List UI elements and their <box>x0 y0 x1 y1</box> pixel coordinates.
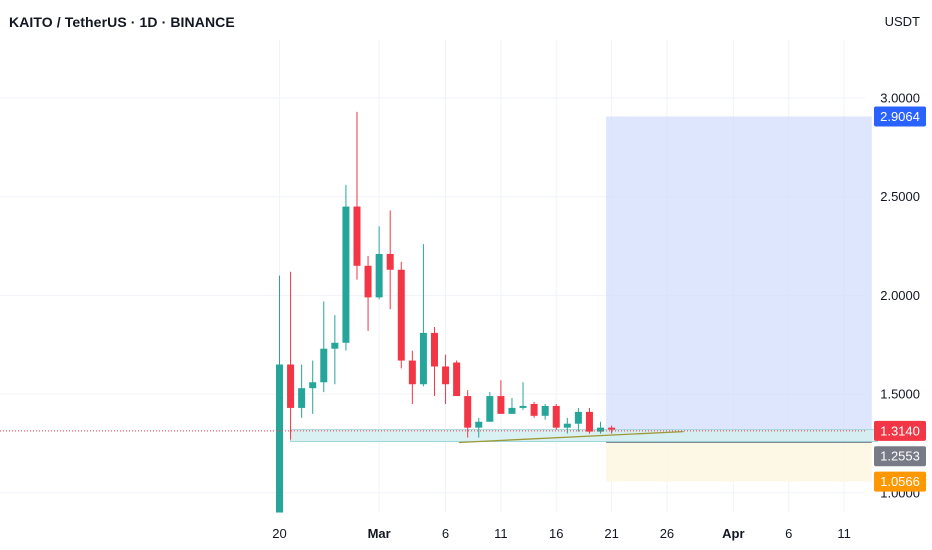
candle-body <box>309 382 317 389</box>
y-tick-label: 3.0000 <box>880 91 920 106</box>
candle <box>276 275 283 513</box>
candle <box>320 301 328 393</box>
candle-body <box>497 396 505 414</box>
candle-body <box>597 427 605 432</box>
candle-body <box>287 364 295 408</box>
candle <box>375 226 383 300</box>
candle <box>287 271 295 440</box>
candle <box>397 261 405 369</box>
current-price-tag-bg <box>874 420 926 441</box>
x-tick-label: 16 <box>549 526 563 541</box>
candle <box>453 360 461 397</box>
x-tick-label: 21 <box>604 526 618 541</box>
candle-body <box>364 265 372 298</box>
candle <box>552 403 560 430</box>
candle <box>430 326 438 397</box>
candle <box>519 382 527 410</box>
x-tick-label: Apr <box>722 526 744 541</box>
candle <box>508 398 516 414</box>
stop-price-tag-bg <box>874 471 926 492</box>
y-tick-label: 1.5000 <box>880 387 920 402</box>
target-price-tag: 2.9064 <box>880 109 920 124</box>
x-tick-label: 11 <box>494 526 508 541</box>
x-tick-label: 26 <box>660 526 674 541</box>
candle-body <box>508 407 516 414</box>
chart-title: KAITO / TetherUS · 1D · BINANCE <box>9 14 235 30</box>
candle-body <box>408 360 416 385</box>
candle <box>298 364 306 418</box>
candle <box>386 210 394 310</box>
y-tick-label: 2.5000 <box>880 189 920 204</box>
candle-body <box>375 253 383 298</box>
candle <box>475 417 483 438</box>
candle-body <box>353 206 361 266</box>
annotations <box>0 430 872 444</box>
candle-body <box>320 348 328 383</box>
candle-body <box>298 388 306 408</box>
candle-body <box>442 366 450 385</box>
candle <box>419 244 427 387</box>
candle-body <box>486 396 494 422</box>
candle-body <box>430 332 438 367</box>
candle-body <box>419 332 427 385</box>
candle <box>442 354 450 404</box>
price-tags: 2.9064 1.3140 1.2553 1.0566 <box>874 106 926 492</box>
candle-body <box>519 405 527 408</box>
stop-price-tag: 1.0566 <box>880 474 920 489</box>
candle <box>364 255 372 331</box>
candle-body <box>585 411 593 432</box>
candle-body <box>386 253 394 270</box>
candle <box>530 401 538 418</box>
candle-body <box>464 396 472 428</box>
candle <box>309 360 317 414</box>
x-tick-label: 11 <box>837 526 851 541</box>
candle-body <box>331 342 339 349</box>
candle-body <box>475 421 483 428</box>
candle-body <box>276 364 283 513</box>
candle <box>342 184 350 351</box>
candle <box>541 403 549 420</box>
x-tick-label: 20 <box>272 526 286 541</box>
current-price-tag: 1.3140 <box>880 423 920 438</box>
candle-body <box>563 423 571 428</box>
candle-body <box>574 411 582 424</box>
candle <box>331 315 339 385</box>
x-tick-label: 6 <box>785 526 792 541</box>
candle <box>597 421 605 434</box>
position-zones[interactable] <box>290 116 878 482</box>
candle <box>608 425 616 434</box>
candle-body <box>530 403 538 416</box>
candle <box>353 111 361 280</box>
candle-body <box>342 206 350 343</box>
candle-body <box>552 405 560 428</box>
candles <box>276 111 616 513</box>
support-box <box>290 429 878 442</box>
target-price-tag-bg <box>874 106 926 127</box>
candle-body <box>541 405 549 416</box>
support-trendline <box>458 430 684 444</box>
y-tick-label: 2.0000 <box>880 288 920 303</box>
candle-body <box>608 427 616 430</box>
candle <box>497 380 505 414</box>
candle <box>464 390 472 438</box>
x-tick-label: Mar <box>368 526 391 541</box>
entry-price-tag-bg <box>874 446 926 467</box>
candle <box>408 350 416 404</box>
x-tick-label: 6 <box>442 526 449 541</box>
candle-body <box>453 362 461 397</box>
candle-body <box>397 269 405 361</box>
entry-price-tag: 1.2553 <box>880 449 920 464</box>
candle <box>585 407 593 434</box>
stop-zone[interactable] <box>606 442 872 482</box>
target-zone[interactable] <box>606 116 872 443</box>
candle <box>574 407 582 432</box>
currency-label[interactable]: USDT <box>884 14 920 29</box>
candle <box>486 392 494 422</box>
